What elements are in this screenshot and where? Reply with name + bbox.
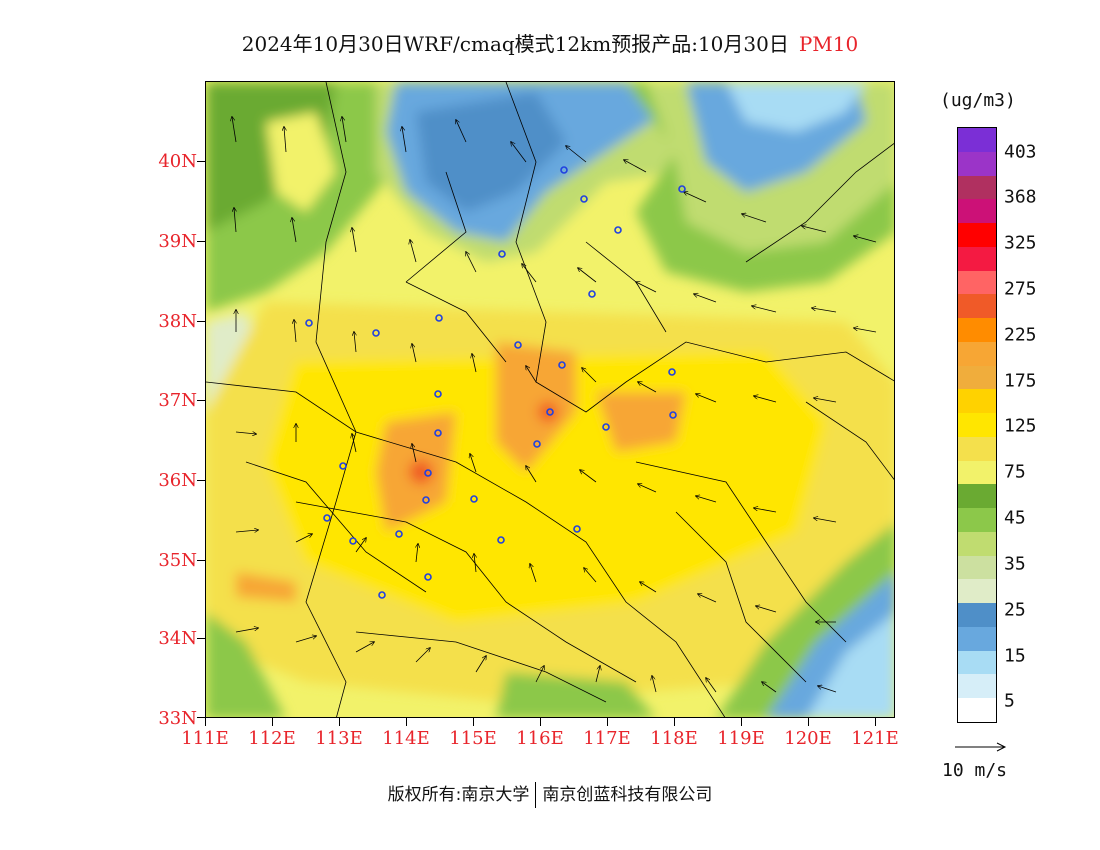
lat-label-35n: 35N <box>158 550 197 571</box>
legend-swatch <box>958 484 996 509</box>
legend-swatch <box>958 389 996 414</box>
title-text: 2024年10月30日WRF/cmaq模式12km预报产品:10月30日 <box>241 32 789 56</box>
lon-label-115e: 115E <box>449 728 497 749</box>
legend-swatch <box>958 128 996 153</box>
legend-swatch <box>958 318 996 343</box>
legend-label-225: 225 <box>1004 324 1037 346</box>
legend-swatch <box>958 175 996 200</box>
legend-swatch <box>958 626 996 652</box>
lat-label-40n: 40N <box>158 151 197 172</box>
hotspot-beijing-south <box>496 342 576 472</box>
lon-label-112e: 112E <box>248 728 296 749</box>
city-markers <box>305 166 686 599</box>
legend-swatch <box>958 294 996 319</box>
lon-label-121e: 121E <box>851 728 899 749</box>
boundaries <box>206 82 894 717</box>
color-legend <box>957 127 997 723</box>
legend-swatch <box>958 674 996 699</box>
legend-label-125: 125 <box>1004 415 1037 437</box>
legend-label-175: 175 <box>1004 370 1037 392</box>
wind-vector-key-label: 10 m/s <box>942 760 1008 781</box>
legend-label-15: 15 <box>1004 645 1026 667</box>
copyright-owner: 版权所有:南京大学 <box>387 785 530 805</box>
legend-label-368: 368 <box>1004 186 1037 208</box>
lat-label-34n: 34N <box>158 628 197 649</box>
footer-divider <box>535 782 537 808</box>
lon-label-111e: 111E <box>181 728 229 749</box>
lon-label-116e: 116E <box>516 728 564 749</box>
lat-label-33n: 33N <box>158 708 197 729</box>
legend-label-35: 35 <box>1004 553 1026 575</box>
lon-label-120e: 120E <box>784 728 832 749</box>
legend-label-75: 75 <box>1004 461 1026 483</box>
legend-swatch <box>958 151 996 176</box>
legend-label-5: 5 <box>1004 690 1015 712</box>
pm10-field <box>206 82 894 717</box>
lon-label-113e: 113E <box>315 728 363 749</box>
lon-label-114e: 114E <box>382 728 430 749</box>
legend-swatch <box>958 603 996 628</box>
legend-label-45: 45 <box>1004 507 1026 529</box>
hotspot-west <box>236 572 296 602</box>
legend-swatch <box>958 555 996 580</box>
legend-unit: (ug/m3) <box>940 90 1016 111</box>
lat-label-36n: 36N <box>158 470 197 491</box>
lat-label-39n: 39N <box>158 231 197 252</box>
lon-label-118e: 118E <box>650 728 698 749</box>
wind-vectors <box>232 117 877 693</box>
legend-swatch <box>958 223 996 248</box>
lon-label-117e: 117E <box>583 728 631 749</box>
legend-swatch <box>958 341 996 367</box>
legend-swatch <box>958 199 996 224</box>
legend-swatch <box>958 579 996 604</box>
hotspot-shandong <box>596 392 686 452</box>
legend-swatch <box>958 365 996 390</box>
sw-green-area <box>206 612 285 717</box>
legend-swatch <box>958 436 996 462</box>
forecast-map <box>205 81 895 718</box>
legend-swatch <box>958 270 996 295</box>
lon-label-119e: 119E <box>717 728 765 749</box>
legend-swatch <box>958 650 996 675</box>
legend-swatch <box>958 460 996 485</box>
legend-swatch <box>958 246 996 272</box>
lat-label-38n: 38N <box>158 311 197 332</box>
legend-swatch <box>958 413 996 438</box>
south-green-area <box>496 672 655 717</box>
legend-label-25: 25 <box>1004 599 1026 621</box>
legend-swatch <box>958 508 996 533</box>
legend-label-325: 325 <box>1004 232 1037 254</box>
legend-label-275: 275 <box>1004 278 1037 300</box>
legend-swatch <box>958 531 996 557</box>
copyright-footer: 版权所有:南京大学 南京创蓝科技有限公司 <box>0 780 1100 808</box>
wind-vector-key-arrow <box>955 742 1007 752</box>
lat-label-37n: 37N <box>158 390 197 411</box>
legend-swatch <box>958 698 996 723</box>
copyright-company: 南京创蓝科技有限公司 <box>542 785 713 805</box>
legend-label-403: 403 <box>1004 141 1037 163</box>
pollutant-name: PM10 <box>798 32 859 56</box>
chart-title: 2024年10月30日WRF/cmaq模式12km预报产品:10月30日 PM10 <box>0 28 1100 57</box>
